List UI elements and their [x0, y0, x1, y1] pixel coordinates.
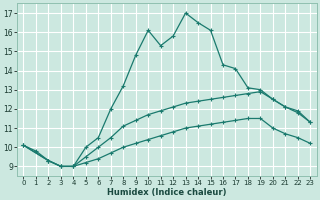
- X-axis label: Humidex (Indice chaleur): Humidex (Indice chaleur): [107, 188, 227, 197]
